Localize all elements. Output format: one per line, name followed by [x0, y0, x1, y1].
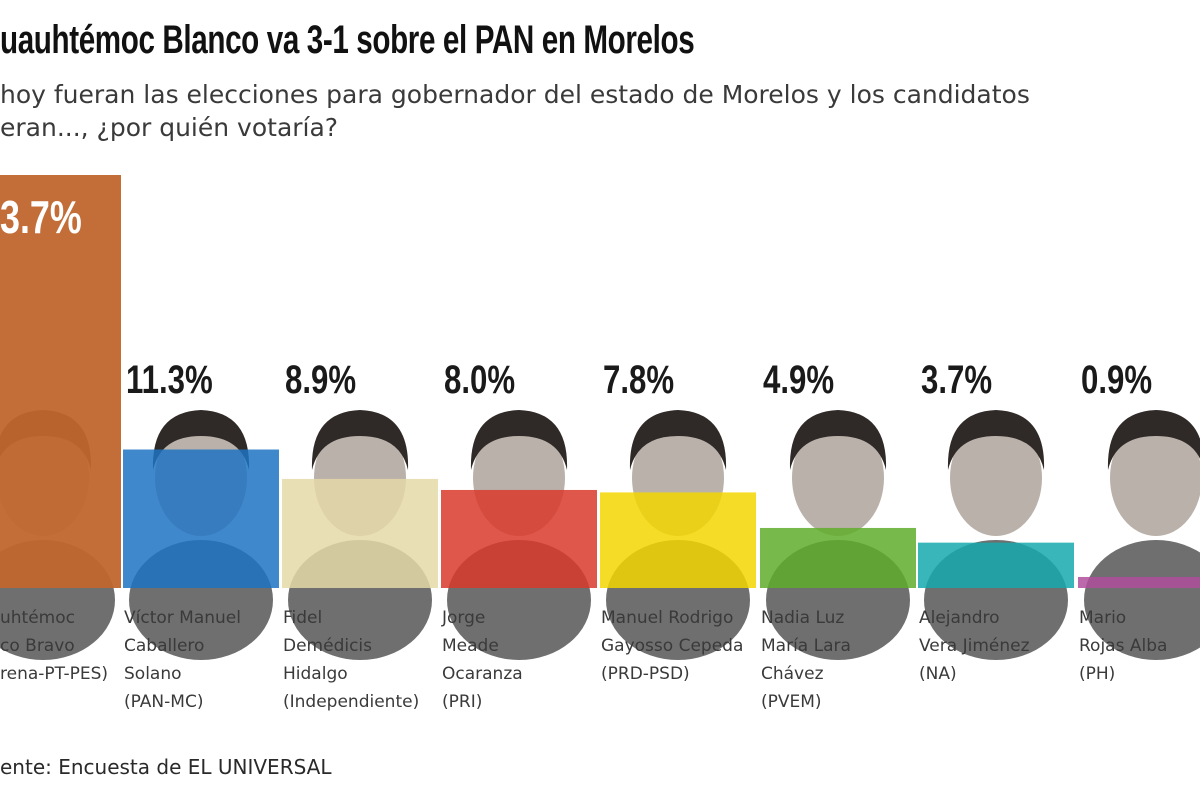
candidate-name-line: rena-PT-PES)	[0, 664, 109, 684]
candidate-name: Nadia Luz María Lara Chávez (PVEM)	[761, 604, 851, 716]
chart-subtitle-line1: hoy fueran las elecciones para gobernado…	[0, 80, 1030, 109]
bar-8	[1078, 576, 1200, 588]
candidate-name: Víctor Manuel Caballero Solano (PAN-MC)	[124, 604, 241, 716]
candidate-name-line: Manuel Rodrigo	[601, 608, 734, 628]
candidate-name-line: Víctor Manuel	[124, 608, 241, 628]
candidate-name: uhtémoc co Bravo rena-PT-PES)	[0, 604, 108, 688]
candidate-name-line: (PAN-MC)	[124, 692, 204, 712]
bar-2	[123, 449, 279, 588]
candidate-name-line: co Bravo	[0, 636, 75, 656]
candidate-photo-hair	[789, 410, 887, 470]
candidate-name-line: Caballero	[124, 636, 205, 656]
candidate-name-line: Meade	[442, 636, 499, 656]
candidate-photo-hair	[152, 410, 250, 470]
candidate-name-line: Solano	[124, 664, 182, 684]
bar-6	[760, 527, 916, 588]
candidate-name-line: Chávez	[761, 664, 824, 684]
candidate-name-line: Hidalgo	[283, 664, 348, 684]
candidate-photo-hair	[629, 410, 727, 470]
bar-5	[600, 492, 756, 588]
candidate-photo-shoulders	[1084, 540, 1200, 660]
value-label: 7.8%	[603, 358, 675, 402]
candidate-name-line: uhtémoc	[0, 608, 75, 628]
candidate-name: Fidel Demédicis Hidalgo (Independiente)	[283, 604, 419, 716]
value-label: 8.0%	[444, 358, 516, 402]
chart-subtitle-line2: eran..., ¿por quién votaría?	[0, 113, 339, 142]
chart-title: uauhtémoc Blanco va 3-1 sobre el PAN en …	[0, 18, 695, 62]
candidate-name-line: Vera Jiménez	[919, 636, 1030, 656]
candidate-name-line: Mario	[1079, 608, 1127, 628]
bar-4	[441, 489, 597, 588]
candidate-name-line: (PVEM)	[761, 692, 822, 712]
candidate-photo-hair	[947, 410, 1045, 470]
candidate-name-line: (Independiente)	[283, 692, 420, 712]
value-label: 3.7%	[0, 191, 82, 243]
bar-7	[918, 542, 1074, 588]
candidate-name-line: (PRD-PSD)	[601, 664, 690, 684]
candidate-name-line: María Lara	[761, 636, 851, 656]
candidate-name-line: Nadia Luz	[761, 608, 845, 628]
value-label: 3.7%	[921, 358, 993, 402]
value-label: 8.9%	[285, 358, 357, 402]
value-label: 4.9%	[763, 358, 835, 402]
candidate-photo-hair	[311, 410, 409, 470]
source-note: ente: Encuesta de EL UNIVERSAL	[0, 755, 332, 779]
candidate-name: Manuel Rodrigo Gayosso Cepeda (PRD-PSD)	[601, 604, 743, 688]
value-label: 0.9%	[1081, 358, 1153, 402]
candidate-name-line: Demédicis	[283, 636, 373, 656]
bar-3	[282, 478, 438, 588]
value-label: 11.3%	[126, 358, 213, 402]
candidate-name-line: Alejandro	[919, 608, 1000, 628]
candidate-photo-hair	[1107, 410, 1200, 470]
candidate-name-line: (NA)	[919, 664, 957, 684]
candidate-photo-face	[792, 420, 884, 536]
candidate-photo-face	[1110, 420, 1200, 536]
candidate-name-line: Rojas Alba	[1079, 636, 1168, 656]
candidate-name: Mario Rojas Alba (PH)	[1079, 604, 1167, 688]
candidate-photo-face	[950, 420, 1042, 536]
candidate-name-line: Gayosso Cepeda	[601, 636, 744, 656]
candidate-name-line: Ocaranza	[442, 664, 523, 684]
candidate-name-line: (PH)	[1079, 664, 1116, 684]
candidate-name-line: Fidel	[283, 608, 323, 628]
candidate-name: Alejandro Vera Jiménez (NA)	[919, 604, 1030, 688]
bar-1	[0, 175, 121, 588]
candidate-name-line: (PRI)	[442, 692, 483, 712]
candidate-name-line: Jorge	[442, 608, 486, 628]
candidate-name: Jorge Meade Ocaranza (PRI)	[442, 604, 523, 716]
candidate-photo-hair	[470, 410, 568, 470]
